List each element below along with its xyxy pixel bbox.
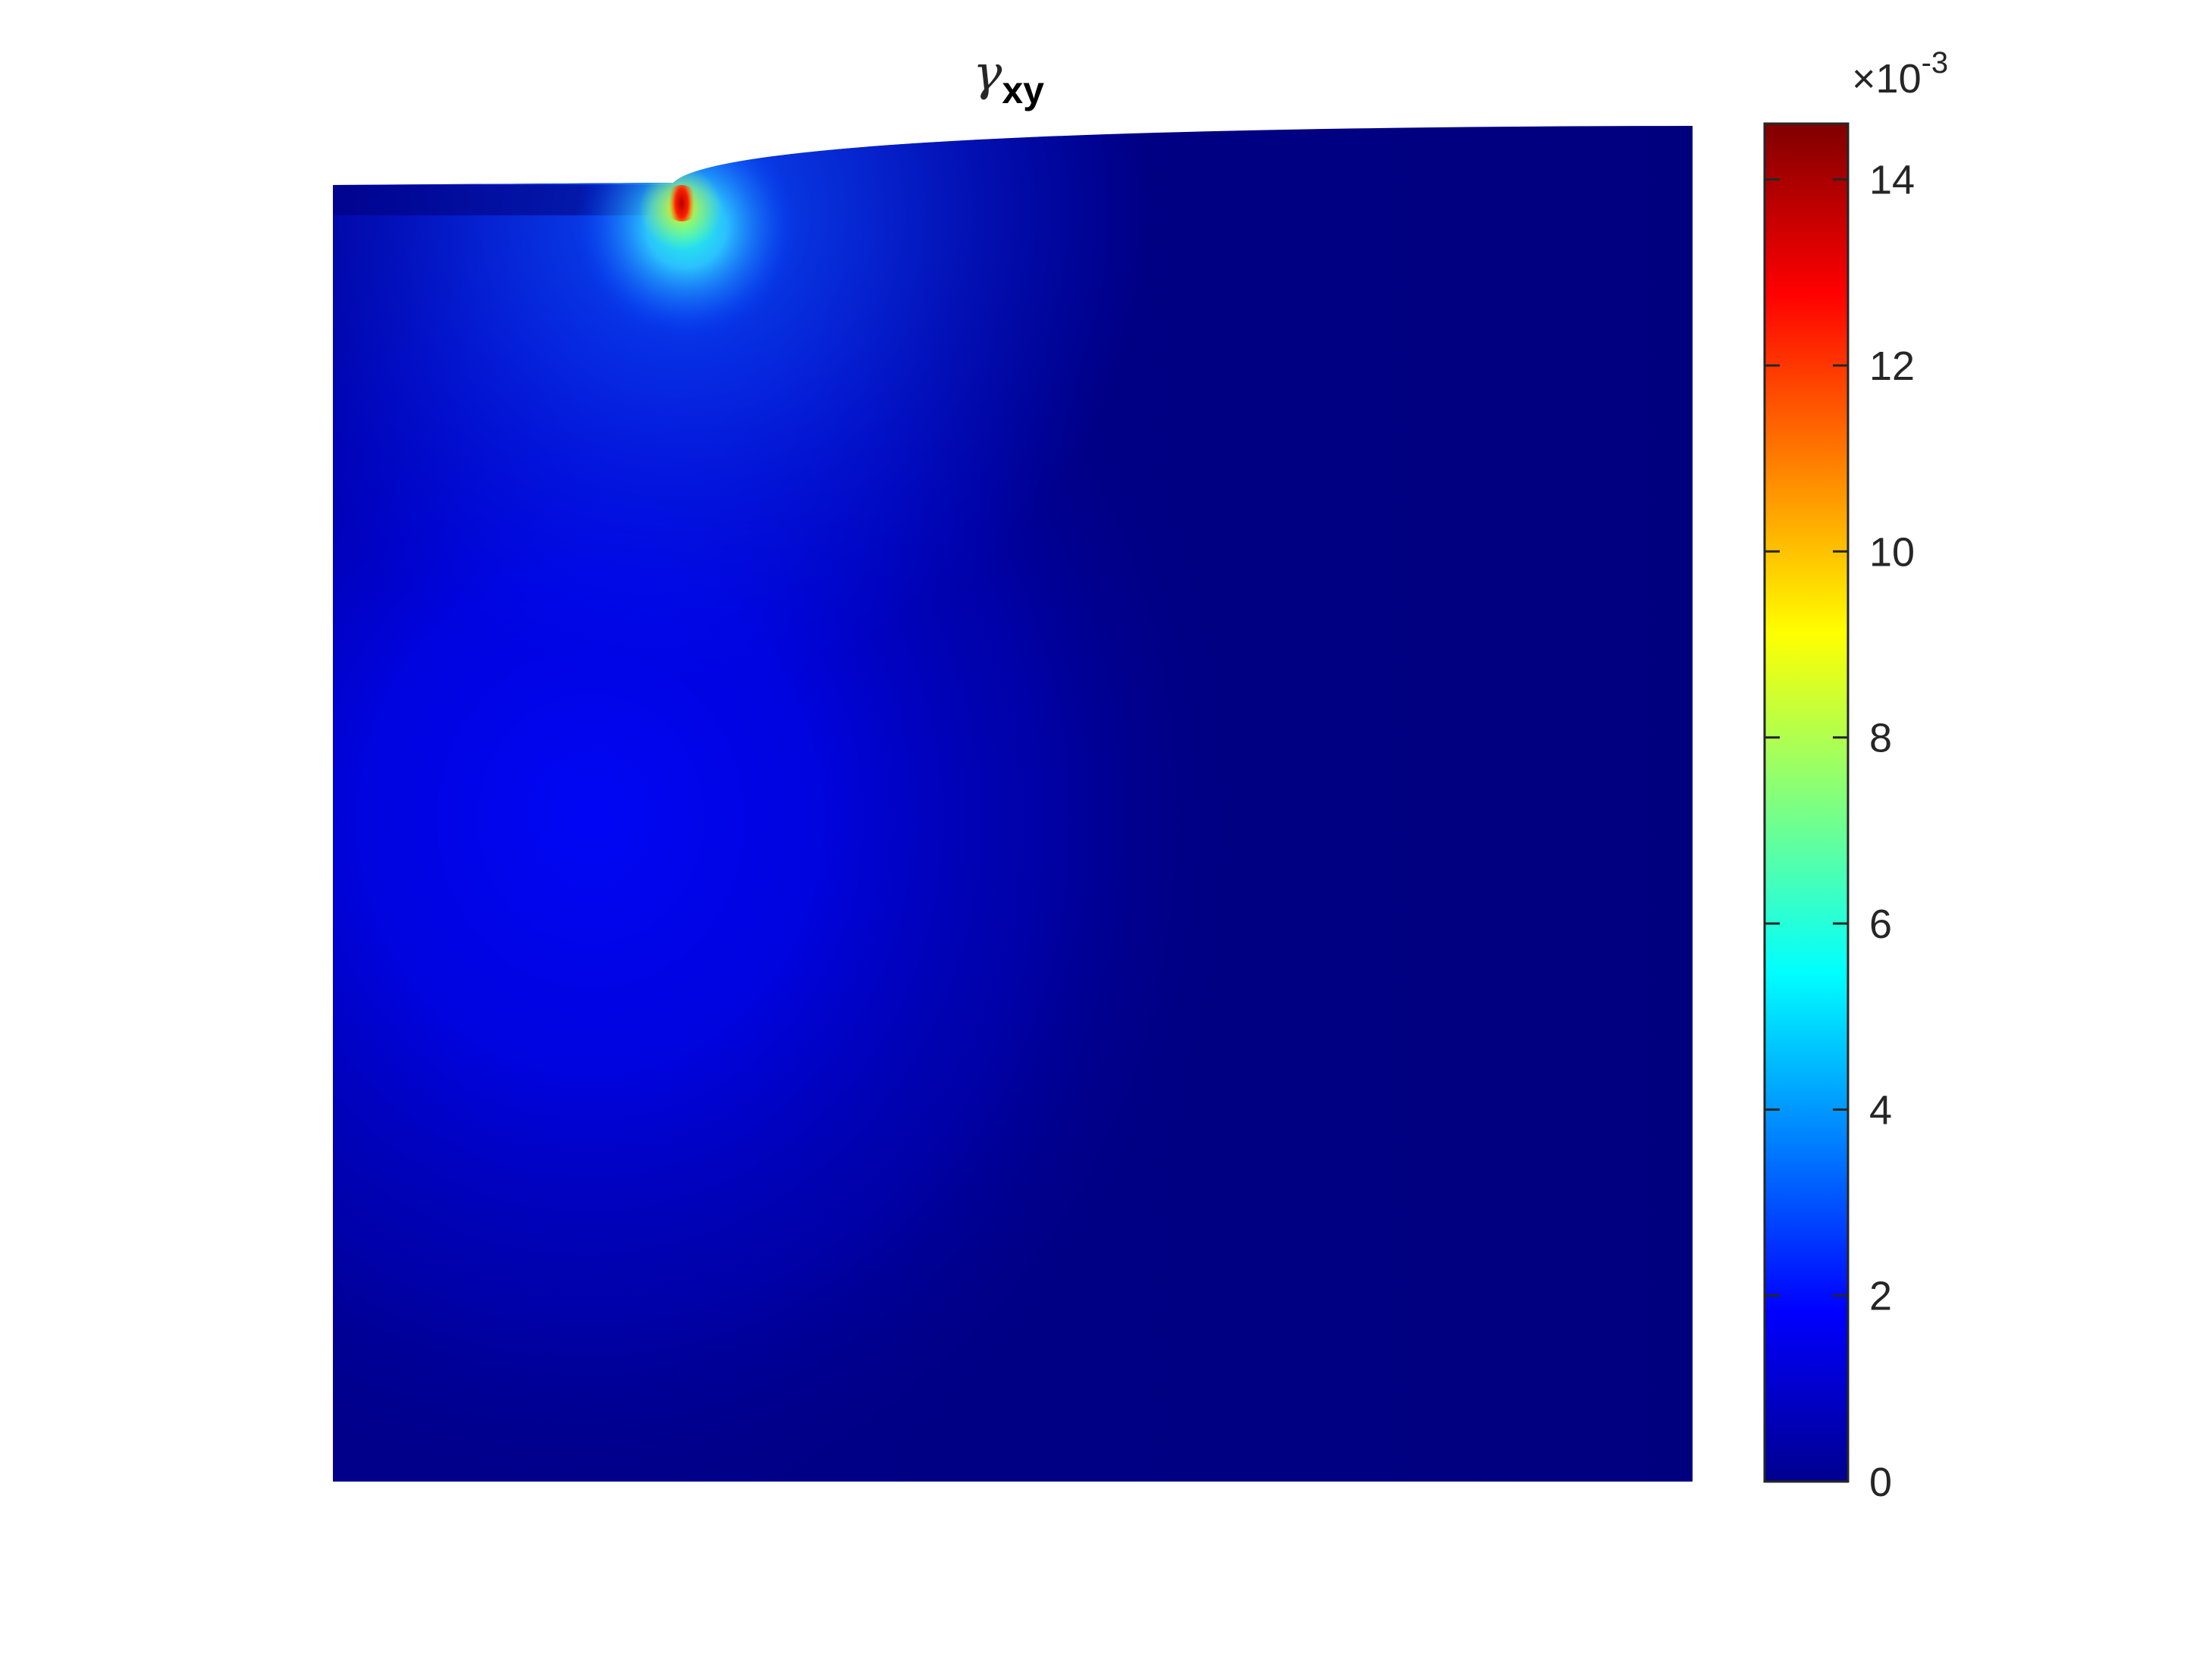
colorbar: 0 2 4 6 8 10 12 14 ×10-3: [1763, 46, 1948, 1505]
colorbar-multiplier-exponent: -3: [1922, 46, 1949, 80]
colorbar-tick-label: 0: [1869, 1460, 1892, 1505]
colorbar-ticks: 0 2 4 6 8 10 12 14: [1765, 158, 1915, 1505]
chart-title: γxy: [973, 45, 1044, 111]
title-symbol: γ: [973, 45, 1002, 102]
colorbar-tick-label: 14: [1869, 158, 1915, 203]
title-subscript: xy: [1002, 69, 1044, 111]
colorbar-scale: [1763, 122, 1850, 1483]
colorbar-tick-label: 4: [1869, 1087, 1892, 1133]
colorbar-tick-label: 6: [1869, 902, 1892, 947]
colorbar-multiplier-base: ×10: [1852, 56, 1922, 102]
colorbar-tick-label: 12: [1869, 343, 1915, 389]
field-fan: [333, 126, 1693, 1482]
colorbar-multiplier: ×10-3: [1852, 46, 1948, 102]
colorbar-tick-label: 8: [1869, 716, 1892, 761]
colorbar-tick-label: 10: [1869, 529, 1915, 575]
colorbar-tick-label: 2: [1869, 1274, 1892, 1319]
hot-spot-red: [664, 185, 700, 221]
strain-field: [333, 126, 1693, 1482]
